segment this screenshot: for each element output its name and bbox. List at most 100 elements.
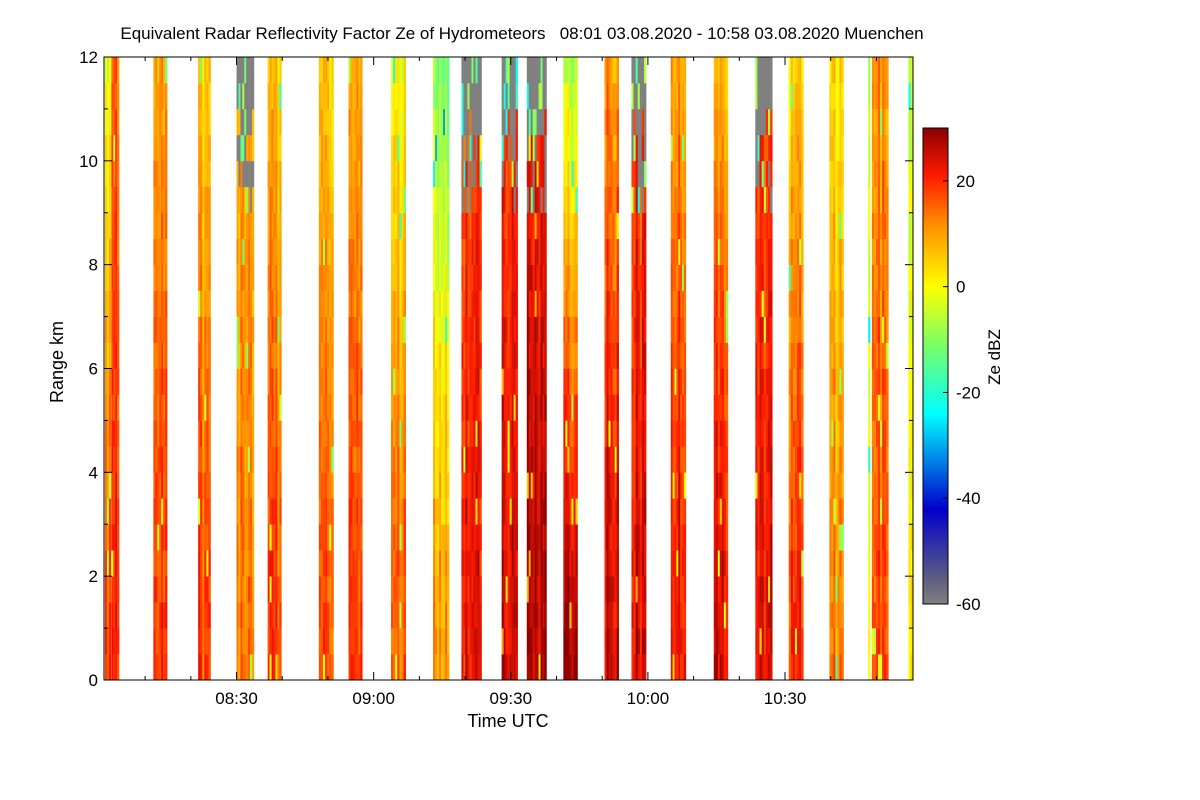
reflectivity-cell [831,654,834,680]
reflectivity-cell [641,602,645,629]
reflectivity-cell [439,264,442,291]
reflectivity-cell [713,446,717,473]
reflectivity-cell [878,368,881,395]
reflectivity-cell [788,290,792,317]
reflectivity-cell [273,394,276,421]
reflectivity-cell [837,524,840,551]
reflectivity-cell [868,446,871,473]
reflectivity-cell [526,654,530,680]
reflectivity-cell [269,186,272,214]
reflectivity-cell [563,550,566,577]
reflectivity-cell [801,602,804,629]
reflectivity-cell [443,238,446,265]
reflectivity-cell [393,628,396,655]
reflectivity-cell [501,57,504,84]
reflectivity-cell [202,446,205,473]
reflectivity-cell [327,446,330,473]
reflectivity-cell [248,446,251,473]
reflectivity-cell [505,654,508,680]
reflectivity-cell [680,108,683,136]
reflectivity-cell [635,212,639,240]
reflectivity-cell [563,498,566,525]
reflectivity-cell [765,160,769,188]
reflectivity-cell [801,134,804,162]
reflectivity-cell [610,498,613,525]
reflectivity-cell [475,524,478,551]
reflectivity-cell [437,446,440,473]
reflectivity-cell [277,628,280,655]
reflectivity-cell [788,524,792,551]
reflectivity-cell [475,394,478,421]
reflectivity-cell [318,108,322,136]
reflectivity-cell [878,472,881,499]
reflectivity-cell [873,550,877,577]
reflectivity-cell [875,134,879,162]
reflectivity-cell [200,602,203,629]
reflectivity-cell [910,576,913,603]
reflectivity-cell [528,602,532,629]
reflectivity-cell [871,290,875,317]
reflectivity-cell [246,264,249,291]
reflectivity-cell [763,160,767,188]
reflectivity-cell [790,186,794,214]
reflectivity-cell [763,212,767,240]
reflectivity-cell [878,342,881,369]
reflectivity-cell [153,238,156,265]
reflectivity-cell [616,602,619,629]
reflectivity-cell [761,576,765,603]
reflectivity-cell [765,602,769,629]
reflectivity-cell [447,82,450,110]
reflectivity-cell [327,654,330,680]
reflectivity-cell [873,108,877,136]
radar-column [868,57,871,680]
reflectivity-cell [606,394,609,421]
reflectivity-cell [248,654,251,680]
reflectivity-cell [616,264,619,291]
reflectivity-cell [635,654,639,680]
reflectivity-cell [544,212,547,240]
reflectivity-cell [633,316,636,343]
reflectivity-cell [614,134,617,162]
reflectivity-cell [794,134,798,162]
reflectivity-cell [682,57,685,84]
reflectivity-cell [884,186,887,214]
reflectivity-cell [676,420,679,447]
reflectivity-cell [352,342,355,369]
reflectivity-cell [680,498,683,525]
reflectivity-cell [271,57,274,84]
reflectivity-cell [612,134,615,162]
reflectivity-cell [683,264,687,291]
reflectivity-cell [765,212,769,240]
reflectivity-cell [320,212,324,240]
reflectivity-cell [631,602,634,629]
x-tick-label: 09:30 [490,689,533,708]
reflectivity-cell [674,368,677,395]
reflectivity-cell [113,108,116,136]
reflectivity-cell [117,420,120,447]
reflectivity-cell [250,212,253,240]
reflectivity-cell [503,57,506,84]
reflectivity-cell [104,446,108,473]
reflectivity-cell [672,368,675,395]
reflectivity-cell [761,264,765,291]
reflectivity-cell [792,82,796,110]
reflectivity-cell [871,550,875,577]
reflectivity-cell [441,602,444,629]
reflectivity-cell [475,654,478,680]
reflectivity-cell [161,290,164,317]
reflectivity-cell [875,57,879,84]
reflectivity-cell [606,264,609,291]
radar-column [670,57,687,680]
reflectivity-cell [509,316,512,343]
reflectivity-cell [573,160,576,188]
reflectivity-cell [542,238,545,265]
reflectivity-cell [238,290,241,317]
reflectivity-cell [437,342,440,369]
reflectivity-cell [240,134,243,162]
reflectivity-cell [104,108,108,136]
reflectivity-cell [401,446,404,473]
reflectivity-cell [680,550,683,577]
reflectivity-cell [358,602,361,629]
reflectivity-cell [327,290,330,317]
